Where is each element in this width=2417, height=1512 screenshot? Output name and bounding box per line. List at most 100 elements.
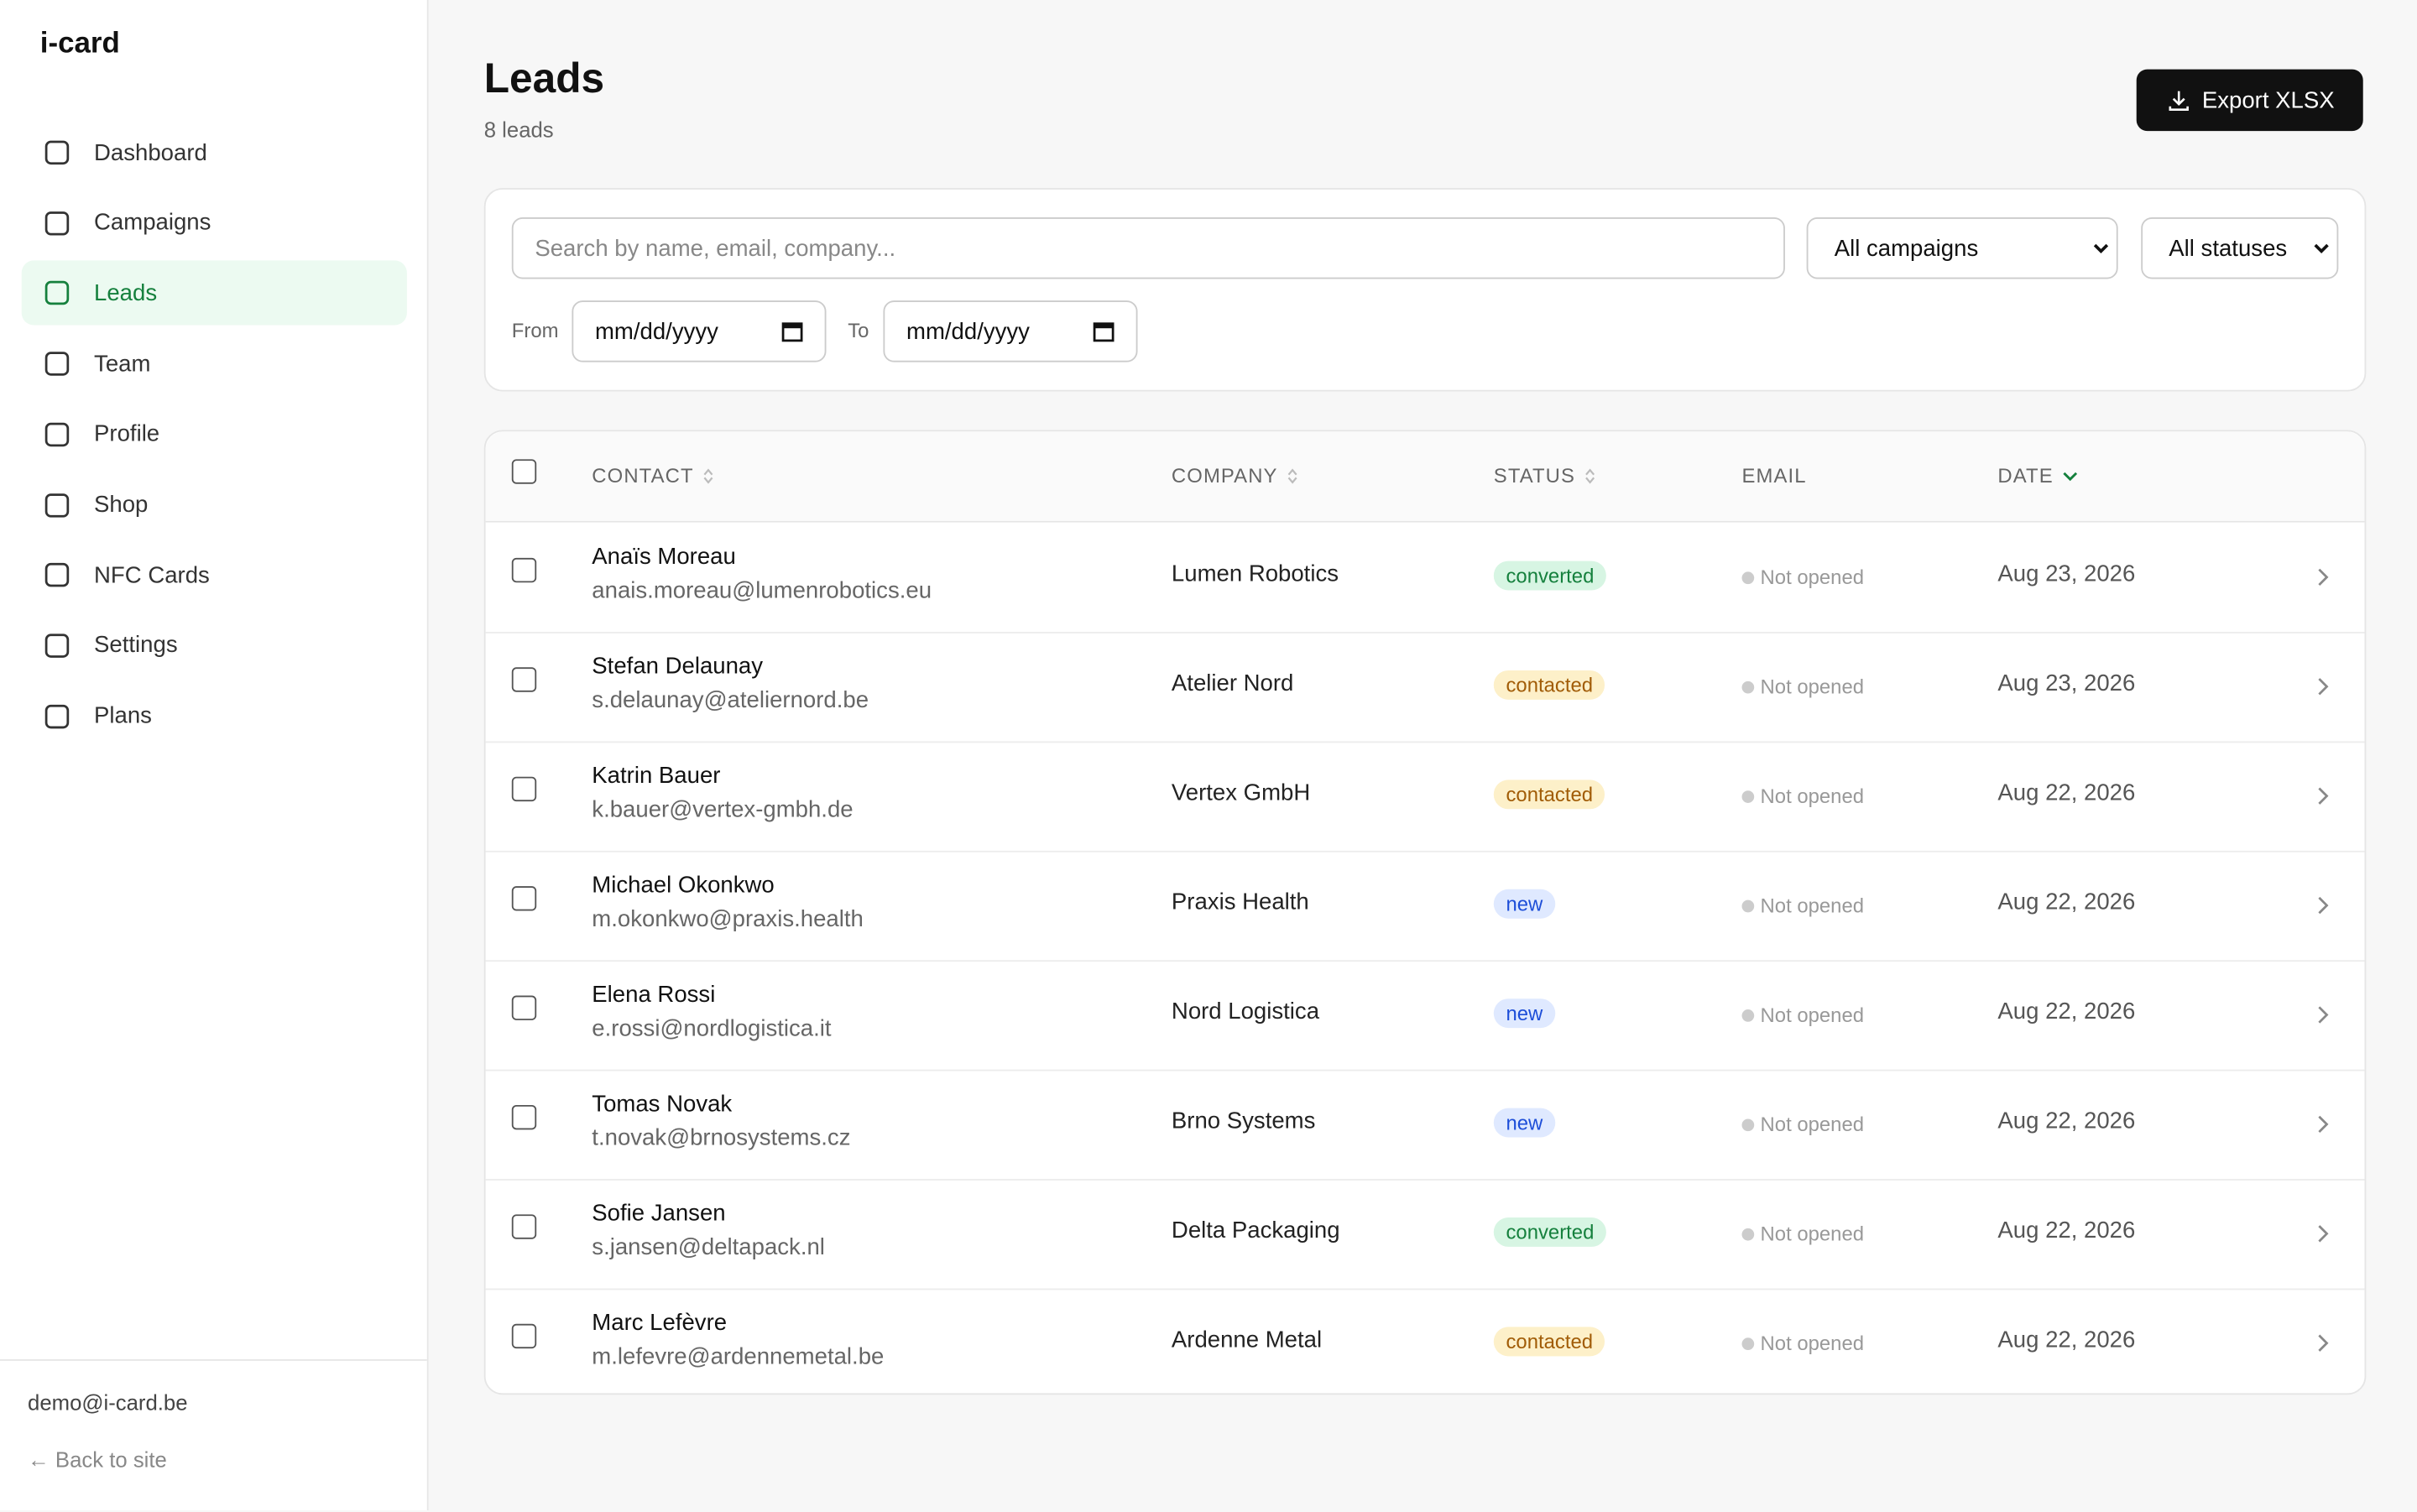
lead-row[interactable]: Katrin Bauer k.bauer@vertex-gmbh.de Vertex… <box>485 741 2365 852</box>
company: Vertex GmbH <box>1171 779 1311 806</box>
row-checkbox[interactable] <box>511 667 537 692</box>
lead-row[interactable]: Sofie Jansen s.jansen@deltapack.nl Delta P… <box>485 1179 2365 1290</box>
row-chevron <box>2318 568 2329 587</box>
company: Praxis Health <box>1171 889 1309 916</box>
nav-icon <box>44 352 70 376</box>
date-placeholder: mm/dd/yyyy <box>594 318 718 345</box>
status-dot <box>1741 1227 1755 1240</box>
status-badge: contacted <box>1493 670 1605 700</box>
company: Delta Packaging <box>1171 1217 1340 1244</box>
contact-name: Katrin Bauer <box>592 763 721 790</box>
date: Aug 23, 2026 <box>1997 560 2136 587</box>
status-badge: new <box>1493 1108 1556 1138</box>
column-label: EMAIL <box>1741 463 1807 487</box>
date: Aug 22, 2026 <box>1997 1327 2136 1353</box>
status-badge: contacted <box>1493 779 1605 810</box>
export-button[interactable]: Export XLSX <box>2136 69 2363 132</box>
nav-icon <box>44 422 70 446</box>
row-checkbox[interactable] <box>511 776 537 802</box>
campaign-select[interactable]: All campaigns <box>1806 216 2118 279</box>
nav-item[interactable]: Plans <box>22 684 407 748</box>
sort-active <box>2063 471 2078 481</box>
nav-item[interactable]: Settings <box>22 613 407 678</box>
contact-name: Sofie Jansen <box>592 1200 726 1228</box>
contact-name: Elena Rossi <box>592 982 716 1009</box>
lead-row[interactable]: Tomas Novak t.novak@brnosystems.cz Brno Sy… <box>485 1070 2365 1181</box>
contact-email: k.bauer@vertex-gmbh.de <box>592 796 854 823</box>
nav-item[interactable]: NFC Cards <box>22 543 407 607</box>
select-all[interactable] <box>511 459 537 484</box>
email-status-label: Not opened <box>1760 675 1865 699</box>
status-dot <box>1741 680 1755 693</box>
date-placeholder: mm/dd/yyyy <box>906 318 1030 345</box>
status-badge: new <box>1493 998 1556 1029</box>
email-status: Not opened <box>1741 566 1865 589</box>
column-header[interactable]: STATUS <box>1494 464 1595 487</box>
contact-email: m.okonkwo@praxis.health <box>592 906 864 933</box>
sort-icon <box>1585 467 1595 483</box>
row-chevron <box>2318 1006 2329 1024</box>
status-select[interactable]: All statuses <box>2141 216 2339 279</box>
nav-icon <box>44 633 70 658</box>
email-status: Not opened <box>1741 1004 1864 1026</box>
contact-email: s.delaunay@ateliernord.be <box>592 687 869 714</box>
lead-row[interactable]: Marc Lefèvre m.lefevre@ardennemetal.be Ard… <box>486 1289 2365 1394</box>
column-header[interactable]: DATE <box>1997 464 2078 487</box>
lead-row[interactable]: Stefan Delaunay s.delaunay@ateliernord.be… <box>485 632 2365 743</box>
download-icon <box>2168 90 2189 111</box>
nav-item[interactable]: Shop <box>22 472 407 537</box>
row-checkbox[interactable] <box>511 1104 537 1130</box>
row-chevron <box>2318 1115 2329 1134</box>
nav-item[interactable]: Team <box>22 331 407 396</box>
column-header[interactable]: COMPANY <box>1172 464 1298 487</box>
nav-label: Profile <box>94 420 160 448</box>
lead-row[interactable]: Anaïs Moreau anais.moreau@lumenrobotics.e… <box>485 523 2365 633</box>
email-status-label: Not opened <box>1760 1331 1865 1355</box>
email-status-label: Not opened <box>1760 566 1865 589</box>
row-checkbox[interactable] <box>511 995 537 1020</box>
email-status-label: Not opened <box>1760 894 1865 917</box>
lead-row[interactable]: Michael Okonkwo m.okonkwo@praxis.health Pr… <box>485 851 2365 962</box>
email-status: Not opened <box>1741 1331 1865 1355</box>
company: Ardenne Metal <box>1171 1327 1323 1353</box>
brand[interactable]: i-card <box>39 28 120 60</box>
row-chevron <box>2318 896 2329 915</box>
back-link[interactable]: ← Back to site <box>28 1447 167 1473</box>
nav-item[interactable]: Dashboard <box>22 120 407 185</box>
filter-card: Search by name, email, company... All ca… <box>483 188 2367 392</box>
contact-name: Michael Okonkwo <box>592 872 775 899</box>
row-checkbox[interactable] <box>511 557 537 583</box>
company: Brno Systems <box>1171 1108 1316 1134</box>
from-date[interactable]: mm/dd/yyyy <box>572 300 827 362</box>
search-input[interactable]: Search by name, email, company... <box>511 216 1785 279</box>
column-header[interactable]: CONTACT <box>592 464 713 487</box>
status-badge: converted <box>1493 1217 1607 1247</box>
contact-name: Tomas Novak <box>592 1091 733 1118</box>
nav-item[interactable]: Profile <box>22 402 407 467</box>
row-chevron <box>2318 1225 2329 1243</box>
select-value: All campaigns <box>1834 235 1979 262</box>
nav-item[interactable]: Campaigns <box>22 190 407 255</box>
status-dot <box>1741 899 1755 912</box>
to-date[interactable]: mm/dd/yyyy <box>883 300 1138 362</box>
nav-label: Plans <box>94 702 152 729</box>
nav-icon <box>44 140 70 165</box>
lead-row[interactable]: Elena Rossi e.rossi@nordlogistica.it Nord … <box>485 960 2365 1071</box>
row-checkbox[interactable] <box>511 1214 537 1239</box>
lead-count: 8 leads <box>483 117 554 142</box>
row-checkbox[interactable] <box>511 886 537 911</box>
nav-item[interactable]: Leads <box>21 261 407 326</box>
sort-icon <box>1287 467 1297 483</box>
email-status-label: Not opened <box>1760 1113 1865 1136</box>
row-chevron <box>2318 1334 2329 1352</box>
status-dot <box>1741 790 1755 803</box>
email-status: Not opened <box>1741 894 1865 917</box>
status-badge: new <box>1493 889 1556 919</box>
company: Lumen Robotics <box>1171 560 1339 587</box>
nav-label: Shop <box>94 491 149 519</box>
row-checkbox[interactable] <box>511 1323 537 1349</box>
company: Atelier Nord <box>1171 670 1294 697</box>
leads-table: CONTACT COMPANY STATUS EMAIL DATE Anaïs More… <box>483 430 2367 1395</box>
table-header: CONTACT COMPANY STATUS EMAIL DATE <box>485 431 2365 523</box>
column-header: EMAIL <box>1742 464 1807 487</box>
